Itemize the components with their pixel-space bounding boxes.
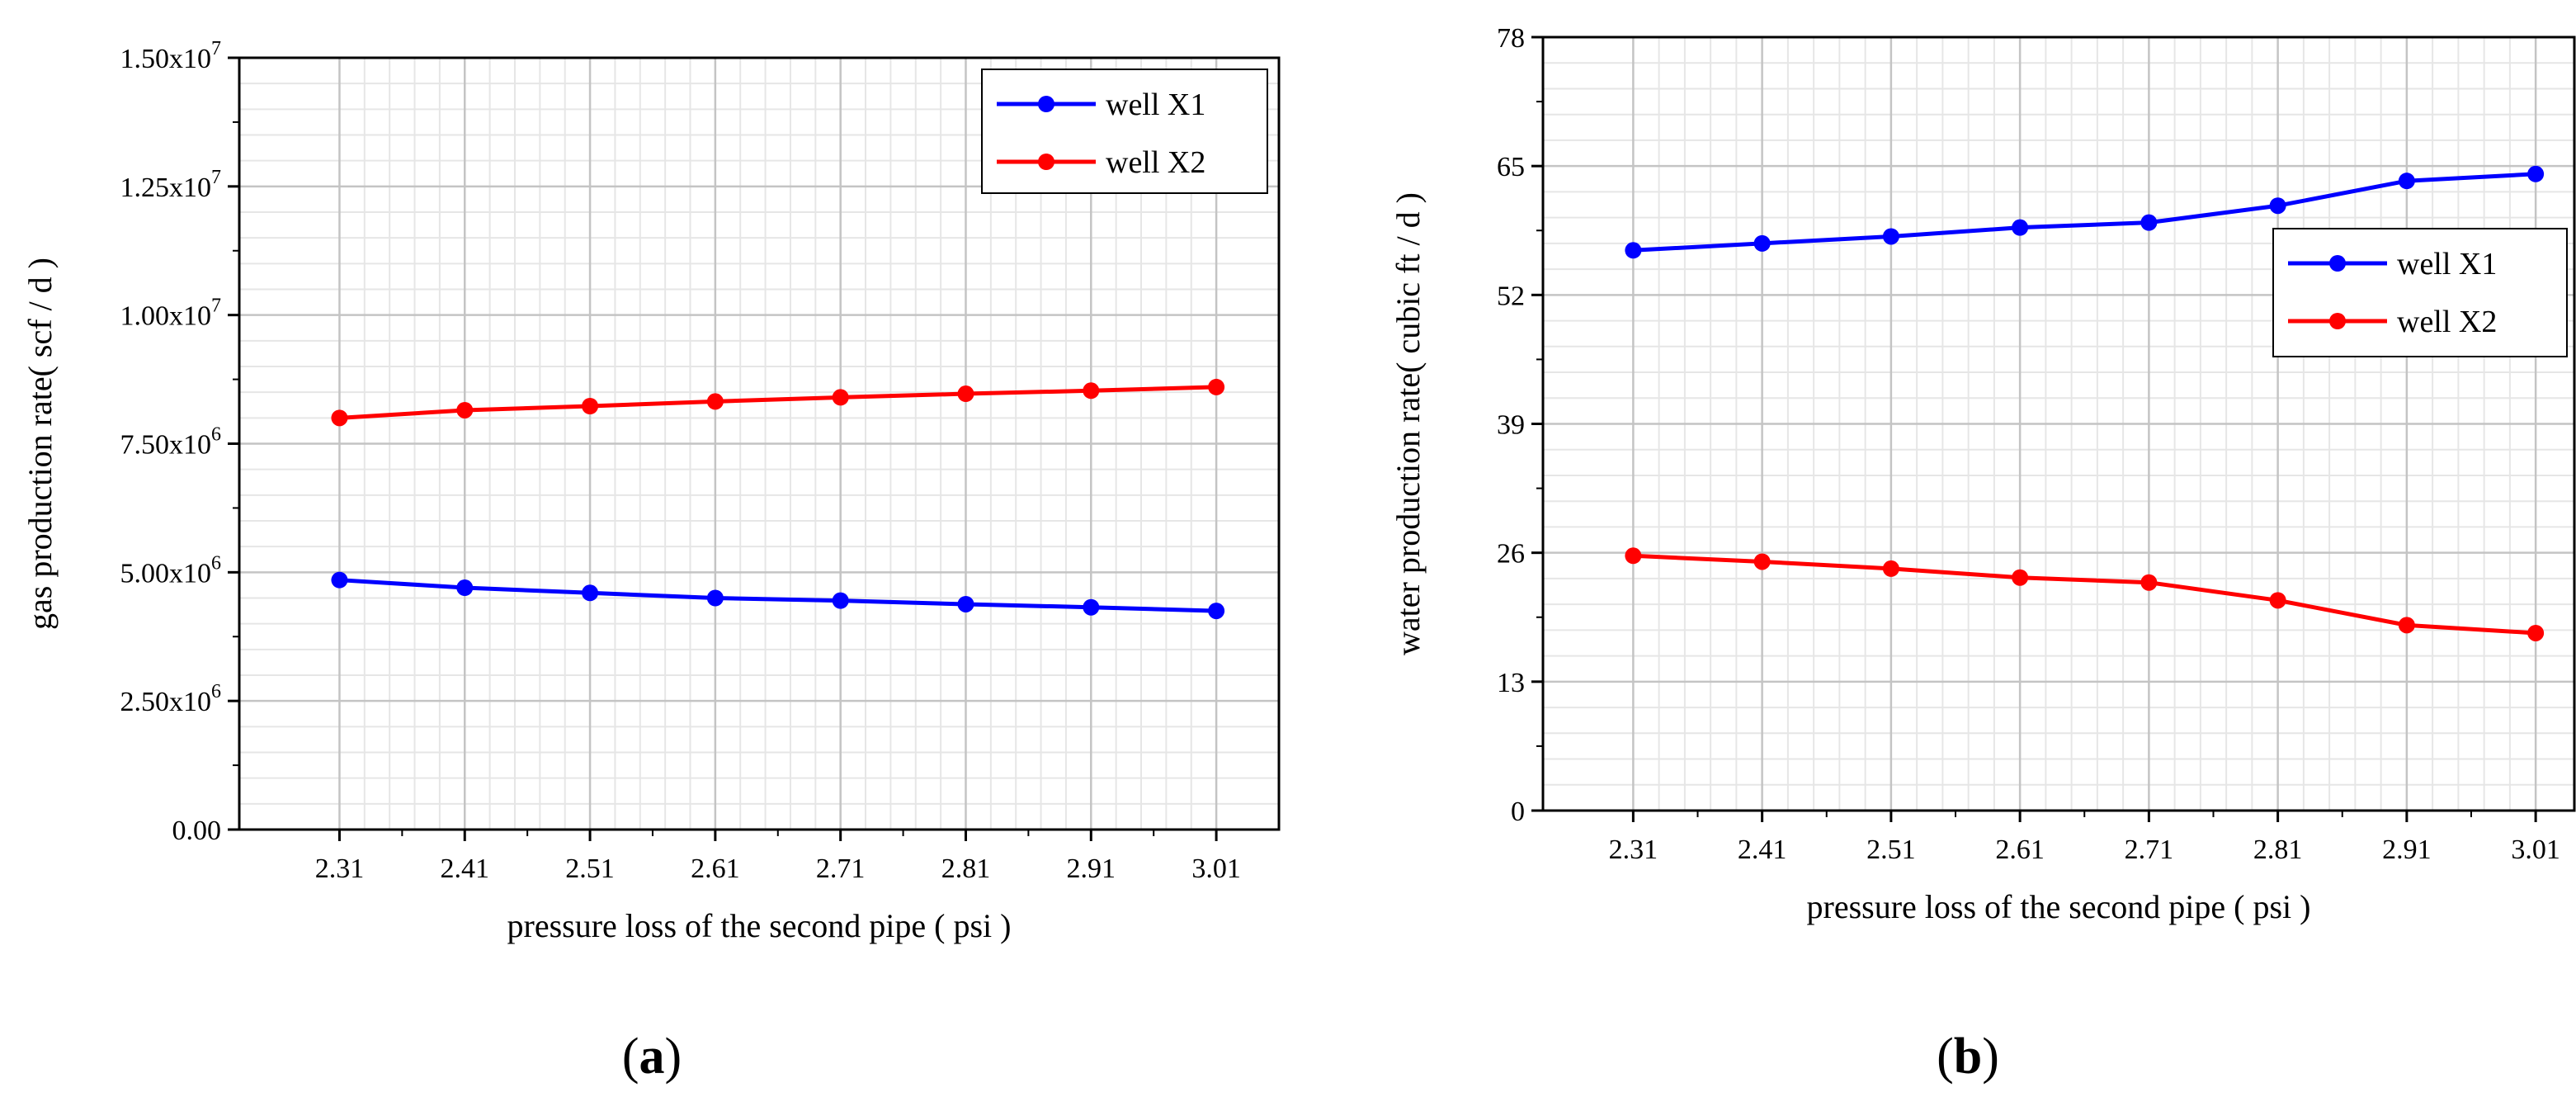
data-point-well-x2 [832, 389, 849, 406]
x-tick-label: 2.91 [2382, 835, 2432, 865]
data-point-well-x2 [331, 409, 348, 427]
data-point-well-x2 [2527, 624, 2545, 641]
series-line-well-x2 [339, 385, 1217, 420]
x-tick-label: 2.91 [1067, 853, 1116, 884]
data-point-well-x2 [2269, 592, 2286, 609]
legend-label-well-x1: well X1 [1106, 87, 1205, 122]
data-point-well-x1 [2140, 214, 2158, 231]
y-tick-label: 7.50x106 [120, 424, 222, 461]
y-tick-label: 65 [1497, 152, 1525, 182]
y-tick-label: 2.50x106 [120, 681, 222, 717]
y-tick-label: 5.00x106 [120, 552, 222, 589]
data-point-well-x1 [2398, 173, 2415, 190]
y-tick-label: 0.00 [172, 816, 222, 846]
data-point-well-x2 [1753, 553, 1771, 570]
x-tick-label: 2.81 [2253, 835, 2303, 865]
x-tick-label: 2.41 [441, 853, 490, 884]
data-point-well-x1 [2269, 197, 2286, 215]
y-tick-label: 52 [1497, 281, 1525, 311]
legend-marker-well-x2 [1038, 154, 1054, 170]
legend-label-well-x1: well X1 [2397, 247, 2497, 281]
panel-label: (a) [622, 1028, 682, 1085]
data-point-well-x1 [582, 584, 599, 602]
data-point-well-x1 [957, 595, 974, 612]
x-tick-label: 2.81 [941, 853, 991, 884]
chart-b: 0 13 26 39 52 65 78 2.31 2.41 2.51 2.61 2.71 2.81 2.9… [1389, 23, 2576, 1085]
data-point-well-x2 [957, 385, 974, 403]
data-point-well-x1 [706, 589, 724, 607]
data-point-well-x2 [1208, 378, 1225, 395]
legend-marker-well-x1 [1038, 96, 1054, 112]
data-point-well-x1 [331, 571, 348, 589]
data-point-well-x1 [1882, 228, 1899, 245]
series-line-well-x1 [1633, 172, 2536, 253]
data-point-well-x1 [832, 592, 849, 609]
x-tick-label: 2.51 [1866, 835, 1916, 865]
chart-a: 0.00 2.50x106 5.00x106 7.50x106 1.00x107 1.25… [21, 38, 1281, 1085]
data-point-well-x2 [2398, 617, 2415, 634]
legend-box [2272, 228, 2568, 357]
data-point-well-x2 [706, 393, 724, 410]
x-tick-label: 2.71 [2125, 835, 2174, 865]
data-point-well-x2 [1083, 382, 1100, 400]
x-axis-label: pressure loss of the second pipe ( psi ) [1807, 888, 2311, 925]
panel-label: (b) [1937, 1028, 1999, 1085]
legend: well X1 well X2 [2272, 228, 2568, 357]
series-line-well-x1 [339, 578, 1217, 613]
series-line-well-x2 [1633, 553, 2536, 636]
x-tick-label: 3.01 [2511, 835, 2560, 865]
data-point-well-x1 [1625, 242, 1642, 259]
legend-marker-well-x2 [2329, 313, 2346, 329]
data-point-well-x1 [1083, 598, 1100, 616]
data-point-well-x2 [582, 397, 599, 414]
y-tick-label: 1.00x107 [120, 296, 222, 332]
y-tick-label: 1.50x107 [120, 38, 222, 74]
data-point-well-x1 [456, 579, 474, 597]
y-axis-label: gas production rate( scf / d ) [21, 258, 59, 630]
data-point-well-x1 [1208, 603, 1225, 620]
y-tick-label: 1.25x107 [120, 167, 222, 203]
data-point-well-x2 [1625, 547, 1642, 565]
y-tick-label: 13 [1497, 668, 1525, 698]
data-point-well-x1 [2012, 219, 2029, 236]
y-tick-label: 39 [1497, 410, 1525, 441]
y-tick-label: 0 [1511, 797, 1525, 827]
legend-label-well-x2: well X2 [1106, 145, 1205, 180]
y-axis-label: water production rate( cubic ft / d ) [1389, 192, 1427, 655]
x-tick-label: 2.61 [691, 853, 740, 884]
data-point-well-x2 [1882, 560, 1899, 577]
x-tick-label: 2.31 [315, 853, 365, 884]
data-point-well-x1 [1753, 234, 1771, 252]
x-tick-label: 2.61 [1995, 835, 2045, 865]
legend: well X1 well X2 [981, 69, 1268, 194]
x-tick-label: 2.71 [816, 853, 866, 884]
data-point-well-x2 [2012, 569, 2029, 586]
y-tick-label: 78 [1497, 23, 1525, 54]
x-tick-label: 2.31 [1609, 835, 1658, 865]
data-point-well-x2 [2140, 574, 2158, 591]
data-point-well-x1 [2527, 165, 2545, 182]
x-tick-label: 2.41 [1738, 835, 1787, 865]
x-tick-label: 2.51 [565, 853, 615, 884]
legend-box [981, 69, 1268, 194]
x-tick-label: 3.01 [1191, 853, 1241, 884]
data-point-well-x2 [456, 401, 474, 418]
legend-marker-well-x1 [2329, 255, 2346, 272]
x-axis-label: pressure loss of the second pipe ( psi ) [507, 907, 1012, 944]
y-tick-label: 26 [1497, 539, 1525, 570]
legend-label-well-x2: well X2 [2397, 305, 2497, 339]
